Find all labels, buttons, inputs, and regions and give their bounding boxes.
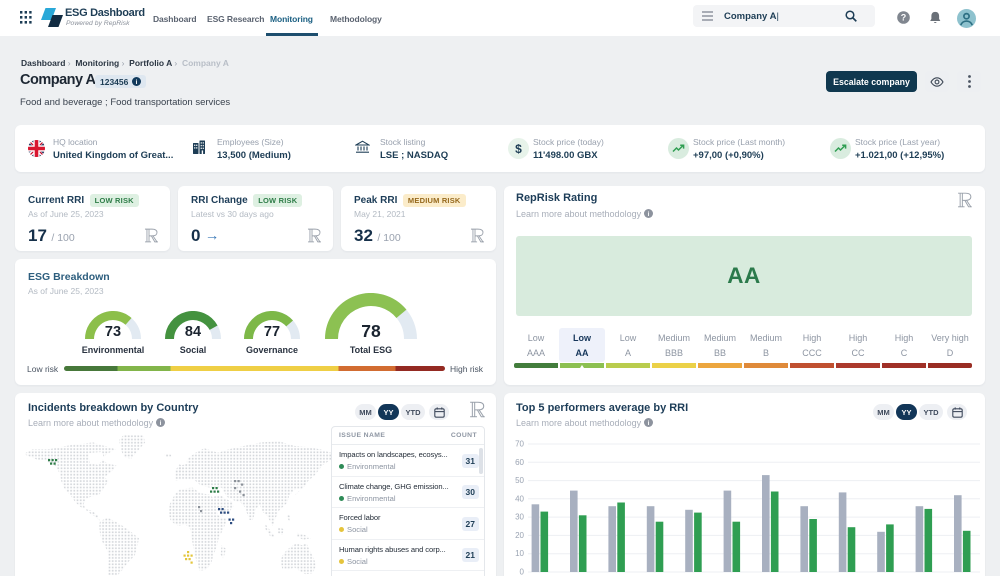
svg-text:60: 60: [515, 458, 524, 467]
svg-text:i: i: [159, 420, 161, 427]
svg-text:30: 30: [515, 513, 524, 522]
svg-text:i: i: [647, 420, 649, 427]
svg-text:i: i: [136, 79, 138, 86]
svg-text:?: ?: [901, 13, 907, 23]
svg-text:i: i: [647, 211, 649, 218]
svg-text:10: 10: [515, 549, 524, 558]
svg-text:40: 40: [515, 494, 524, 503]
svg-text:20: 20: [515, 531, 524, 540]
svg-text:0: 0: [520, 568, 525, 576]
svg-text:70: 70: [515, 440, 524, 449]
svg-text:50: 50: [515, 476, 524, 485]
svg-text:$: $: [515, 142, 522, 156]
